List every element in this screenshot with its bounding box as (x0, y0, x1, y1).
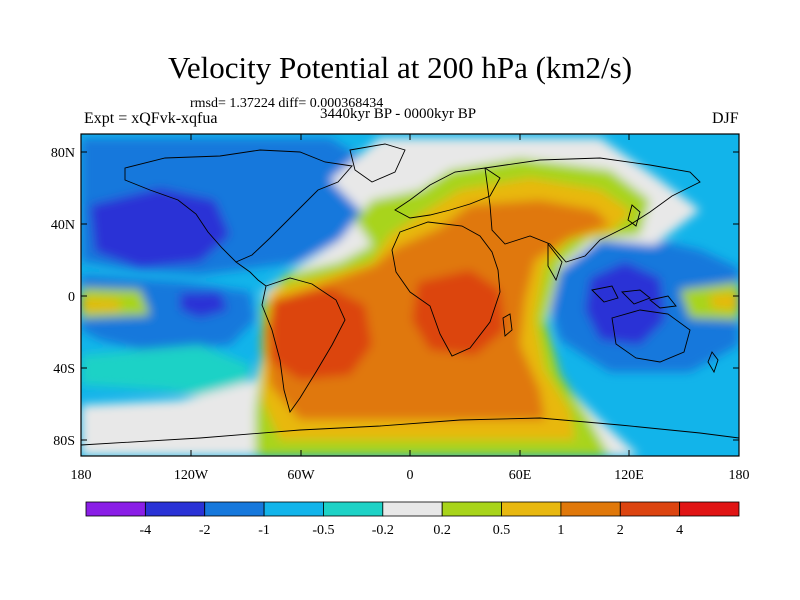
lat-label-80s: 80S (53, 434, 75, 449)
colorbar-swatch (85, 501, 146, 517)
colorbar-swatch (619, 501, 681, 517)
lon-label-0: 0 (407, 468, 414, 483)
lat-label-80n: 80N (51, 146, 75, 161)
chart-title: Velocity Potential at 200 hPa (km2/s) (167, 50, 633, 85)
lon-label-60e: 60E (509, 468, 532, 483)
lat-label-eq: 0 (68, 290, 75, 305)
coastlines (81, 143, 739, 446)
colorbar (85, 501, 740, 517)
contour-neg-pacific-small (180, 292, 228, 318)
colorbar-swatch (560, 501, 621, 517)
contour-pos-east-edge (680, 282, 739, 320)
lat-ticks (81, 151, 739, 441)
colorbar-swatch (204, 501, 265, 517)
contour-neg-southern-ocean-west (81, 345, 250, 400)
colorbar-label: -2 (199, 523, 211, 538)
contour-neg-maritime-core (585, 262, 665, 345)
colorbar-swatch (382, 501, 443, 517)
lon-label-180e: 180 (729, 468, 750, 483)
colorbar-label: -0.2 (372, 523, 394, 538)
period-label: 3440kyr BP - 0000kyr BP (320, 106, 477, 122)
colorbar-swatch (144, 501, 206, 517)
rmsd-diff-stats: rmsd= 1.37224 diff= 0.000368434 (190, 96, 384, 111)
colorbar-label: 0.2 (433, 523, 451, 538)
contour-field (81, 134, 739, 456)
experiment-label: Expt = xQFvk-xqfua (84, 110, 218, 127)
lat-label-40n: 40N (51, 218, 75, 233)
lon-label-180w: 180 (71, 468, 92, 483)
colorbar-swatch (323, 501, 384, 517)
contour-pos-east-edge-core (710, 293, 739, 310)
contour-pos-west-edge-core (81, 298, 120, 311)
contour-pos-south-america-core (270, 288, 372, 380)
lon-ticks (190, 134, 630, 456)
lat-label-40s: 40S (53, 362, 75, 377)
colorbar-swatch (263, 501, 324, 517)
colorbar-swatch (679, 501, 740, 517)
lon-label-120w: 120W (174, 468, 209, 483)
colorbar-label: 0.5 (493, 523, 511, 538)
colorbar-swatch (501, 501, 562, 517)
colorbar-label: -1 (258, 523, 270, 538)
season-label: DJF (712, 110, 739, 127)
colorbar-label: -0.5 (312, 523, 334, 538)
lon-label-120e: 120E (614, 468, 644, 483)
colorbar-label: 2 (617, 523, 624, 538)
contour-pos-africa-core (412, 270, 505, 355)
contour-neg-north-pacific-core (90, 188, 230, 268)
colorbar-label: -4 (140, 523, 152, 538)
colorbar-swatch (441, 501, 502, 517)
colorbar-label: 1 (557, 523, 564, 538)
colorbar-label: 4 (676, 523, 683, 538)
lon-label-60w: 60W (287, 468, 315, 483)
